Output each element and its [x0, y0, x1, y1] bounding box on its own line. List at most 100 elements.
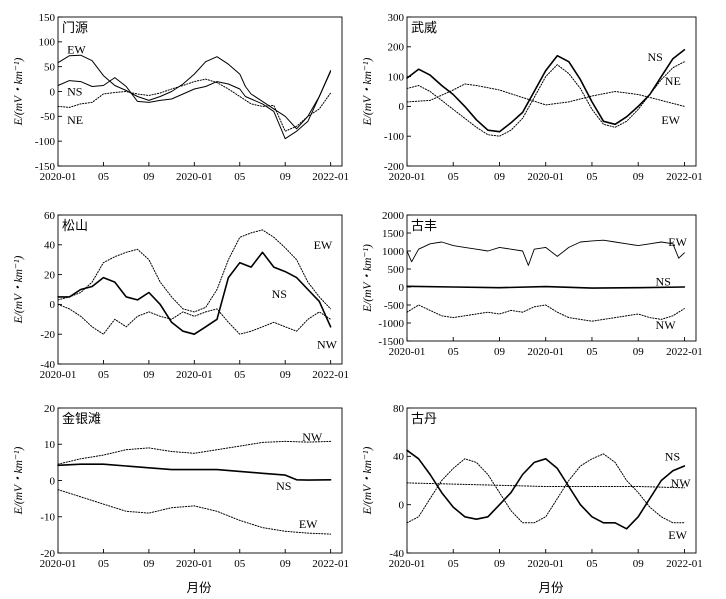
x-tick-label: 09	[280, 171, 292, 183]
y-axis-title: E/(mV・km⁻¹)	[362, 58, 374, 127]
series-line-ns	[57, 463, 332, 481]
y-tick-label: 50	[44, 61, 56, 73]
series-line-ne	[406, 61, 685, 137]
x-tick-label: 2020-01	[389, 558, 426, 570]
series-label-ew: EW	[661, 113, 680, 127]
y-tick-label: -10	[40, 512, 55, 524]
x-tick-label: 09	[143, 558, 155, 570]
series-label-nw: NW	[302, 430, 323, 444]
x-tick-label: 2020-01	[389, 171, 426, 183]
series-label-ew: EW	[668, 528, 687, 542]
y-tick-label: 40	[44, 240, 56, 252]
station-name: 古丹	[411, 411, 437, 426]
series-line-ne	[57, 78, 332, 132]
x-tick-label: 2020-01	[527, 558, 564, 570]
station-name: 门源	[62, 20, 88, 35]
panel-songshan: -40 -20 0 20 40 60 2020-01 05 09 2020-01 05 09 2022-…	[13, 210, 349, 381]
y-tick-label: -1500	[378, 336, 404, 348]
series-line-ew	[57, 229, 332, 313]
y-tick-label: 100	[388, 71, 405, 83]
y-tick-label: 20	[44, 403, 56, 415]
x-tick-label: 05	[586, 171, 598, 183]
y-tick-label: 40	[393, 451, 405, 463]
y-tick-label: 200	[388, 42, 405, 54]
y-tick-label: -20	[40, 329, 55, 341]
y-tick-label: 0	[50, 475, 56, 487]
y-tick-label: -40	[40, 359, 55, 371]
panel-gudan: -40 0 40 80 2020-01 05 09 2020-01 05 09 2022-01 E/(…	[362, 403, 703, 570]
x-tick-label: 2020-01	[40, 369, 77, 381]
series-label-nw: NW	[317, 338, 338, 352]
x-tick-label: 2022-01	[666, 346, 703, 358]
y-tick-label: 150	[39, 12, 56, 24]
series-label-ns: NS	[276, 479, 291, 493]
x-tick-label: 05	[586, 346, 598, 358]
x-tick-label: 2020-01	[527, 346, 564, 358]
x-tick-label: 2022-01	[312, 369, 349, 381]
x-tick-label: 05	[234, 558, 246, 570]
x-tick-label: 05	[586, 558, 598, 570]
y-tick-label: -1000	[378, 318, 404, 330]
y-tick-label: 0	[399, 499, 405, 511]
x-tick-label: 09	[494, 346, 506, 358]
y-tick-label: 80	[393, 403, 405, 415]
series-line-ns	[57, 70, 332, 140]
series-line-ns	[406, 449, 686, 530]
x-axis-title-right: 月份	[538, 581, 564, 595]
x-tick-label: 05	[448, 346, 460, 358]
x-tick-label: 09	[143, 369, 155, 381]
series-label-ns: NS	[665, 449, 680, 463]
y-axis-title: E/(mV・km⁻¹)	[362, 447, 374, 516]
series-label-ns: NS	[656, 275, 671, 289]
x-tick-label: 2020-01	[527, 171, 564, 183]
series-label-ew: EW	[67, 42, 86, 56]
series-line-ns	[406, 49, 686, 133]
panel-gufeng: -1500 -1000 -500 0 500 1000 1500 2000 2020-01 05 0…	[362, 210, 703, 358]
plot-frame-wuwei	[406, 16, 697, 167]
plot-frame-gudan	[406, 407, 697, 554]
y-tick-label: 1500	[382, 228, 405, 240]
x-tick-label: 05	[234, 171, 246, 183]
y-axis-title: E/(mV・km⁻¹)	[13, 447, 25, 516]
y-tick-label: 2000	[382, 210, 405, 222]
x-tick-label: 2022-01	[666, 171, 703, 183]
y-axis-title: E/(mV・km⁻¹)	[13, 58, 25, 127]
series-line-ew	[57, 489, 332, 535]
series-label-ne: NE	[665, 74, 681, 88]
y-tick-label: 1000	[382, 246, 405, 258]
x-tick-label: 09	[280, 558, 292, 570]
series-line-nw	[57, 440, 332, 465]
plot-frame-songshan	[57, 214, 343, 365]
series-line-nw	[406, 304, 685, 322]
plot-frame-gufeng	[406, 214, 697, 342]
y-tick-label: -100	[35, 136, 56, 148]
x-tick-label: 2020-01	[176, 558, 213, 570]
x-tick-label: 09	[633, 171, 645, 183]
x-tick-label: 09	[494, 558, 506, 570]
x-tick-label: 05	[448, 558, 460, 570]
y-tick-label: -200	[384, 161, 405, 173]
series-label-nw: NW	[656, 318, 677, 332]
y-tick-label: 20	[44, 269, 56, 281]
x-tick-label: 05	[98, 171, 110, 183]
x-tick-label: 2020-01	[176, 369, 213, 381]
station-name: 金银滩	[62, 411, 101, 426]
y-tick-label: -100	[384, 131, 405, 143]
station-name: 松山	[62, 218, 88, 233]
series-label-ew: EW	[299, 517, 318, 531]
x-tick-label: 2020-01	[389, 346, 426, 358]
y-tick-label: -500	[384, 300, 405, 312]
x-tick-label: 05	[234, 369, 246, 381]
x-tick-label: 05	[448, 171, 460, 183]
y-tick-label: 0	[50, 299, 56, 311]
x-tick-label: 09	[633, 558, 645, 570]
y-tick-label: 0	[399, 282, 405, 294]
station-name: 武威	[411, 20, 437, 35]
plot-frame-menyuan	[57, 16, 343, 167]
series-label-ne: NE	[67, 113, 83, 127]
y-tick-label: -40	[389, 548, 404, 560]
series-label-ns: NS	[67, 85, 82, 99]
y-axis-title: E/(mV・km⁻¹)	[13, 256, 25, 325]
y-tick-label: 100	[39, 37, 56, 49]
